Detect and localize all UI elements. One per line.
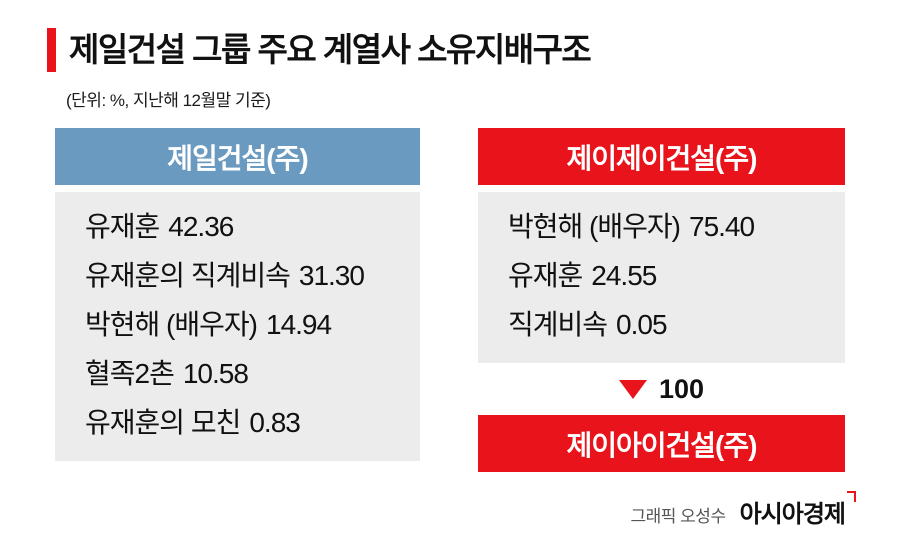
asiae-logo-text: 아시아경제 bbox=[739, 501, 846, 528]
shareholder-row: 혈족2촌 10.58 bbox=[85, 349, 400, 398]
shareholder-stake: 14.94 bbox=[266, 309, 332, 340]
panel-jeil: 제일건설(주) 유재훈 42.36 유재훈의 직계비속 31.30 박현해 (배우자… bbox=[55, 128, 420, 461]
shareholder-name: 박현해 (배우자) bbox=[85, 309, 258, 340]
asiae-logo: 아시아경제 bbox=[739, 491, 856, 529]
title-block: 제일건설 그룹 주요 계열사 소유지배구조 bbox=[47, 28, 592, 72]
logo-mark-icon bbox=[847, 491, 856, 502]
shareholder-row: 유재훈의 모친 0.83 bbox=[85, 398, 400, 447]
shareholder-stake: 75.40 bbox=[689, 211, 755, 242]
shareholder-stake: 24.55 bbox=[591, 260, 657, 291]
shareholder-row: 박현해 (배우자) 75.40 bbox=[508, 202, 825, 251]
panel-jj: 제이제이건설(주) 박현해 (배우자) 75.40 유재훈 24.55 직계비속 0.… bbox=[478, 128, 845, 472]
unit-note: (단위: %, 지난해 12월말 기준) bbox=[66, 91, 271, 110]
ownership-arrow-row: 100 bbox=[478, 373, 845, 405]
ownership-percentage: 100 bbox=[658, 373, 705, 404]
shareholder-row: 직계비속 0.05 bbox=[508, 300, 825, 349]
page-title: 제일건설 그룹 주요 계열사 소유지배구조 bbox=[69, 31, 592, 68]
shareholder-name: 유재훈 bbox=[85, 211, 160, 242]
shareholder-row: 유재훈 24.55 bbox=[508, 251, 825, 300]
graphic-credit: 그래픽 오성수 bbox=[630, 507, 727, 526]
shareholder-name: 유재훈 bbox=[508, 260, 583, 291]
panel-jeil-body: 유재훈 42.36 유재훈의 직계비속 31.30 박현해 (배우자) 14.94 혈… bbox=[55, 192, 420, 461]
shareholder-name: 유재훈의 직계비속 bbox=[85, 260, 291, 291]
shareholder-name: 혈족2촌 bbox=[85, 358, 175, 389]
title-accent-bar bbox=[47, 28, 56, 72]
panel-jai-header: 제이아이건설(주) bbox=[478, 415, 845, 472]
footer: 그래픽 오성수 아시아경제 bbox=[630, 491, 856, 529]
shareholder-name: 박현해 (배우자) bbox=[508, 211, 681, 242]
shareholder-stake: 10.58 bbox=[182, 358, 249, 389]
shareholder-row: 유재훈 42.36 bbox=[85, 202, 400, 251]
panel-jj-body: 박현해 (배우자) 75.40 유재훈 24.55 직계비속 0.05 bbox=[478, 192, 845, 363]
down-triangle-icon bbox=[618, 379, 647, 399]
shareholder-name: 직계비속 bbox=[508, 309, 608, 340]
panel-jeil-header: 제일건설(주) bbox=[55, 128, 420, 185]
shareholder-stake: 0.05 bbox=[616, 309, 667, 340]
shareholder-name: 유재훈의 모친 bbox=[85, 407, 241, 438]
shareholder-stake: 0.83 bbox=[249, 407, 300, 438]
panel-jj-header: 제이제이건설(주) bbox=[478, 128, 845, 185]
shareholder-stake: 31.30 bbox=[298, 260, 365, 291]
shareholder-row: 박현해 (배우자) 14.94 bbox=[85, 300, 400, 349]
shareholder-row: 유재훈의 직계비속 31.30 bbox=[85, 251, 400, 300]
shareholder-stake: 42.36 bbox=[168, 211, 234, 242]
